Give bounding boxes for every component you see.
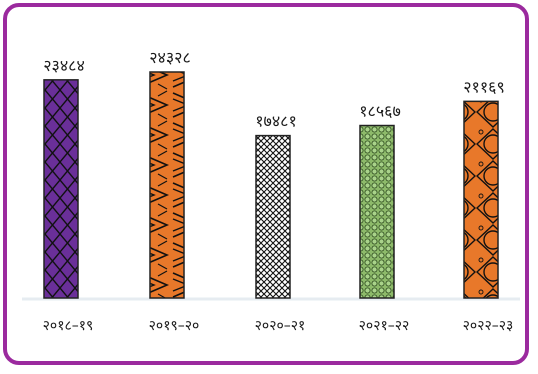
bar-5 — [463, 100, 499, 299]
category-label-2: २०१९–२० — [149, 318, 200, 334]
value-label-5: २११६९ — [463, 77, 505, 96]
category-label-3: २०२०–२१ — [255, 318, 306, 334]
bar-4 — [359, 124, 395, 299]
value-label-2: २४३२८ — [149, 48, 191, 67]
bar-3 — [255, 134, 291, 299]
category-label-1: २०१८–१९ — [43, 318, 94, 334]
bar-1 — [43, 79, 79, 299]
value-label-1: २३४८४ — [43, 56, 85, 75]
category-label-5: २०२२–२३ — [463, 318, 514, 334]
bar-2 — [149, 71, 185, 299]
value-label-3: १७४८१ — [255, 112, 297, 131]
value-label-4: १८५६७ — [359, 102, 401, 121]
category-label-4: २०२१–२२ — [359, 318, 410, 334]
